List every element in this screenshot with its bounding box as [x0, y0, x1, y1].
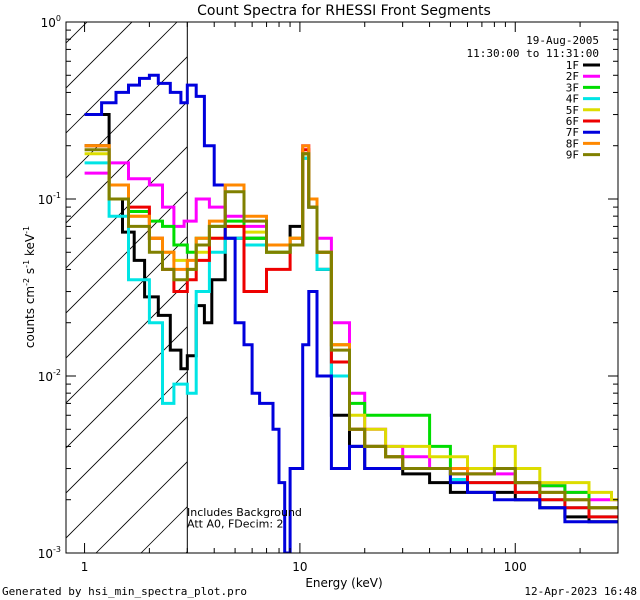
- hatch-line: [0, 0, 111, 553]
- legend-label-2F: 2F: [566, 70, 579, 83]
- generated-by-label: Generated by hsi_min_spectra_plot.pro: [2, 585, 247, 598]
- legend-label-8F: 8F: [566, 137, 579, 150]
- chart-title: Count Spectra for RHESSI Front Segments: [197, 3, 491, 19]
- annotation-text: Att A0, FDecim: 2: [187, 518, 284, 531]
- time-range-label: 11:30:00 to 11:31:00: [467, 47, 599, 60]
- hatch-line: [95, 461, 188, 553]
- legend-label-1F: 1F: [566, 59, 579, 72]
- hatch-line: [66, 191, 188, 314]
- series-line-8F: [84, 144, 618, 510]
- series-line-4F: [84, 156, 618, 519]
- series-layer: [84, 73, 618, 553]
- hatch-line: [66, 22, 133, 89]
- plot-frame: [65, 21, 619, 554]
- hatch-line: [66, 22, 178, 134]
- date-label: 19-Aug-2005: [526, 34, 599, 47]
- x-axis-label: Energy (keV): [305, 576, 382, 590]
- y-tick-label: 10-1: [38, 191, 61, 207]
- timestamp-label: 12-Apr-2023 16:48: [524, 585, 637, 598]
- hatch-line: [66, 146, 188, 269]
- y-tick-label: 100: [41, 14, 61, 30]
- series-line-1F: [84, 113, 618, 524]
- y-axis-label: counts cm-2 s-1 keV-1: [22, 226, 37, 348]
- legend-label-4F: 4F: [566, 93, 579, 106]
- series-line-6F: [84, 144, 618, 519]
- legend-label-9F: 9F: [566, 149, 579, 162]
- x-tick-label: 100: [504, 560, 527, 574]
- hatch-region: [0, 0, 188, 553]
- annotation-text: Includes Background: [187, 506, 302, 519]
- y-tick-label: 10-3: [38, 545, 61, 561]
- legend-label-3F: 3F: [566, 81, 579, 94]
- hatch-line: [66, 416, 188, 539]
- legend-label-5F: 5F: [566, 104, 579, 117]
- legend-label-7F: 7F: [566, 126, 579, 139]
- series-line-9F: [84, 148, 618, 510]
- series-line-7F: [84, 73, 618, 553]
- hatch-line: [66, 371, 188, 494]
- axis-ticks: [66, 22, 619, 554]
- series-line-3F: [84, 144, 618, 510]
- x-tick-label: 1: [81, 560, 89, 574]
- hatch-line: [66, 281, 188, 404]
- x-tick-label: 10: [292, 560, 307, 574]
- y-tick-label: 10-2: [38, 368, 61, 384]
- legend-label-6F: 6F: [566, 115, 579, 128]
- axis-tick-labels: 1 10 100 100 10-1 10-2 10-3: [38, 14, 527, 574]
